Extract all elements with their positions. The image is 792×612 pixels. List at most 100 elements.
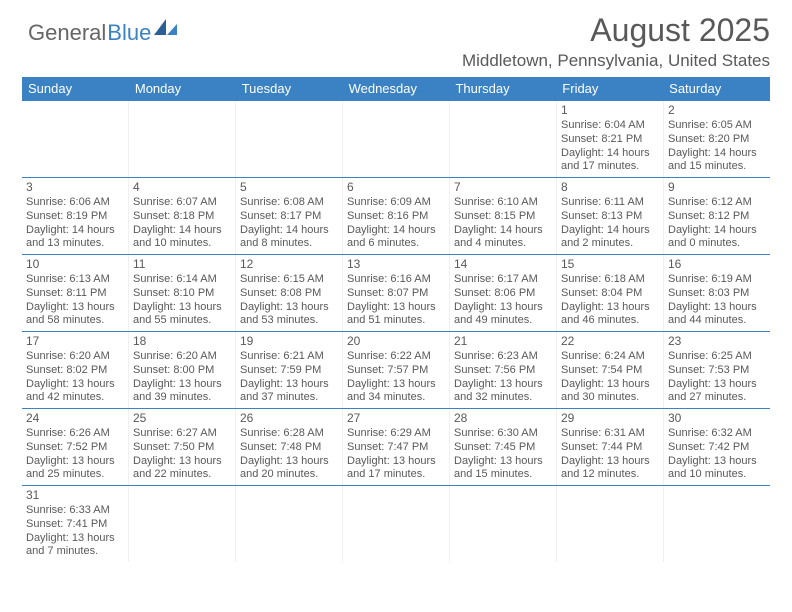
sunrise-text: Sunrise: 6:28 AM — [240, 427, 338, 441]
daylight-text: Daylight: 14 hours and 13 minutes. — [26, 224, 124, 252]
calendar-day-cell: 20Sunrise: 6:22 AMSunset: 7:57 PMDayligh… — [343, 332, 450, 408]
daylight-text: Daylight: 13 hours and 20 minutes. — [240, 455, 338, 483]
daylight-text: Daylight: 13 hours and 15 minutes. — [454, 455, 552, 483]
daylight-text: Daylight: 14 hours and 6 minutes. — [347, 224, 445, 252]
calendar-day-cell: 9Sunrise: 6:12 AMSunset: 8:12 PMDaylight… — [664, 178, 770, 254]
sunset-text: Sunset: 7:53 PM — [668, 364, 766, 378]
calendar-day-cell: 13Sunrise: 6:16 AMSunset: 8:07 PMDayligh… — [343, 255, 450, 331]
daylight-text: Daylight: 13 hours and 27 minutes. — [668, 378, 766, 406]
sunset-text: Sunset: 8:19 PM — [26, 210, 124, 224]
sunset-text: Sunset: 8:02 PM — [26, 364, 124, 378]
day-number: 29 — [561, 411, 659, 426]
calendar-day-cell: 16Sunrise: 6:19 AMSunset: 8:03 PMDayligh… — [664, 255, 770, 331]
sunset-text: Sunset: 7:45 PM — [454, 441, 552, 455]
sunset-text: Sunset: 7:47 PM — [347, 441, 445, 455]
day-number: 12 — [240, 257, 338, 272]
logo-sail-icon — [153, 17, 179, 37]
daylight-text: Daylight: 13 hours and 44 minutes. — [668, 301, 766, 329]
calendar-day-cell: 24Sunrise: 6:26 AMSunset: 7:52 PMDayligh… — [22, 409, 129, 485]
calendar-day-cell: 10Sunrise: 6:13 AMSunset: 8:11 PMDayligh… — [22, 255, 129, 331]
day-number: 2 — [668, 103, 766, 118]
sunset-text: Sunset: 7:42 PM — [668, 441, 766, 455]
calendar-day-cell: 6Sunrise: 6:09 AMSunset: 8:16 PMDaylight… — [343, 178, 450, 254]
sunset-text: Sunset: 8:15 PM — [454, 210, 552, 224]
location-subtitle: Middletown, Pennsylvania, United States — [22, 51, 770, 71]
sunrise-text: Sunrise: 6:30 AM — [454, 427, 552, 441]
daylight-text: Daylight: 14 hours and 10 minutes. — [133, 224, 231, 252]
sunrise-text: Sunrise: 6:25 AM — [668, 350, 766, 364]
calendar-day-cell: 21Sunrise: 6:23 AMSunset: 7:56 PMDayligh… — [450, 332, 557, 408]
sunrise-text: Sunrise: 6:05 AM — [668, 119, 766, 133]
calendar-day-cell: 28Sunrise: 6:30 AMSunset: 7:45 PMDayligh… — [450, 409, 557, 485]
sunrise-text: Sunrise: 6:24 AM — [561, 350, 659, 364]
calendar-day-cell: 22Sunrise: 6:24 AMSunset: 7:54 PMDayligh… — [557, 332, 664, 408]
day-number: 27 — [347, 411, 445, 426]
calendar-day-cell: 17Sunrise: 6:20 AMSunset: 8:02 PMDayligh… — [22, 332, 129, 408]
calendar-day-cell: 8Sunrise: 6:11 AMSunset: 8:13 PMDaylight… — [557, 178, 664, 254]
sunrise-text: Sunrise: 6:06 AM — [26, 196, 124, 210]
sunrise-text: Sunrise: 6:13 AM — [26, 273, 124, 287]
logo-text-blue: Blue — [107, 20, 151, 46]
calendar-day-cell: 7Sunrise: 6:10 AMSunset: 8:15 PMDaylight… — [450, 178, 557, 254]
day-number: 9 — [668, 180, 766, 195]
day-number: 24 — [26, 411, 124, 426]
calendar-empty-cell — [236, 486, 343, 562]
sunset-text: Sunset: 7:52 PM — [26, 441, 124, 455]
sunrise-text: Sunrise: 6:15 AM — [240, 273, 338, 287]
daylight-text: Daylight: 13 hours and 39 minutes. — [133, 378, 231, 406]
day-number: 16 — [668, 257, 766, 272]
sunset-text: Sunset: 7:41 PM — [26, 518, 124, 532]
day-number: 3 — [26, 180, 124, 195]
day-header: Tuesday — [236, 77, 343, 101]
day-header: Friday — [556, 77, 663, 101]
calendar-body: 1Sunrise: 6:04 AMSunset: 8:21 PMDaylight… — [22, 101, 770, 562]
calendar-empty-cell — [343, 486, 450, 562]
daylight-text: Daylight: 13 hours and 22 minutes. — [133, 455, 231, 483]
sunset-text: Sunset: 7:50 PM — [133, 441, 231, 455]
sunset-text: Sunset: 8:16 PM — [347, 210, 445, 224]
daylight-text: Daylight: 14 hours and 8 minutes. — [240, 224, 338, 252]
calendar-week-row: 1Sunrise: 6:04 AMSunset: 8:21 PMDaylight… — [22, 101, 770, 178]
sunrise-text: Sunrise: 6:11 AM — [561, 196, 659, 210]
day-number: 28 — [454, 411, 552, 426]
calendar-day-cell: 23Sunrise: 6:25 AMSunset: 7:53 PMDayligh… — [664, 332, 770, 408]
sunrise-text: Sunrise: 6:10 AM — [454, 196, 552, 210]
calendar-day-cell: 3Sunrise: 6:06 AMSunset: 8:19 PMDaylight… — [22, 178, 129, 254]
sunrise-text: Sunrise: 6:17 AM — [454, 273, 552, 287]
sunset-text: Sunset: 8:03 PM — [668, 287, 766, 301]
day-number: 19 — [240, 334, 338, 349]
sunrise-text: Sunrise: 6:31 AM — [561, 427, 659, 441]
sunset-text: Sunset: 8:18 PM — [133, 210, 231, 224]
sunset-text: Sunset: 7:56 PM — [454, 364, 552, 378]
calendar-header-row: SundayMondayTuesdayWednesdayThursdayFrid… — [22, 77, 770, 101]
sunset-text: Sunset: 7:57 PM — [347, 364, 445, 378]
calendar-day-cell: 25Sunrise: 6:27 AMSunset: 7:50 PMDayligh… — [129, 409, 236, 485]
calendar-day-cell: 1Sunrise: 6:04 AMSunset: 8:21 PMDaylight… — [557, 101, 664, 177]
daylight-text: Daylight: 13 hours and 12 minutes. — [561, 455, 659, 483]
sunset-text: Sunset: 8:08 PM — [240, 287, 338, 301]
calendar-empty-cell — [22, 101, 129, 177]
sunrise-text: Sunrise: 6:21 AM — [240, 350, 338, 364]
day-header: Sunday — [22, 77, 129, 101]
daylight-text: Daylight: 13 hours and 46 minutes. — [561, 301, 659, 329]
sunset-text: Sunset: 8:17 PM — [240, 210, 338, 224]
daylight-text: Daylight: 13 hours and 32 minutes. — [454, 378, 552, 406]
calendar-day-cell: 2Sunrise: 6:05 AMSunset: 8:20 PMDaylight… — [664, 101, 770, 177]
sunset-text: Sunset: 8:13 PM — [561, 210, 659, 224]
daylight-text: Daylight: 14 hours and 15 minutes. — [668, 147, 766, 175]
calendar-day-cell: 19Sunrise: 6:21 AMSunset: 7:59 PMDayligh… — [236, 332, 343, 408]
sunrise-text: Sunrise: 6:26 AM — [26, 427, 124, 441]
sunset-text: Sunset: 8:04 PM — [561, 287, 659, 301]
sunrise-text: Sunrise: 6:16 AM — [347, 273, 445, 287]
day-number: 10 — [26, 257, 124, 272]
calendar: SundayMondayTuesdayWednesdayThursdayFrid… — [22, 77, 770, 562]
daylight-text: Daylight: 13 hours and 30 minutes. — [561, 378, 659, 406]
sunrise-text: Sunrise: 6:04 AM — [561, 119, 659, 133]
day-number: 8 — [561, 180, 659, 195]
sunrise-text: Sunrise: 6:23 AM — [454, 350, 552, 364]
sunset-text: Sunset: 7:59 PM — [240, 364, 338, 378]
logo-text-general: General — [28, 20, 106, 46]
day-number: 4 — [133, 180, 231, 195]
sunset-text: Sunset: 8:00 PM — [133, 364, 231, 378]
calendar-day-cell: 11Sunrise: 6:14 AMSunset: 8:10 PMDayligh… — [129, 255, 236, 331]
